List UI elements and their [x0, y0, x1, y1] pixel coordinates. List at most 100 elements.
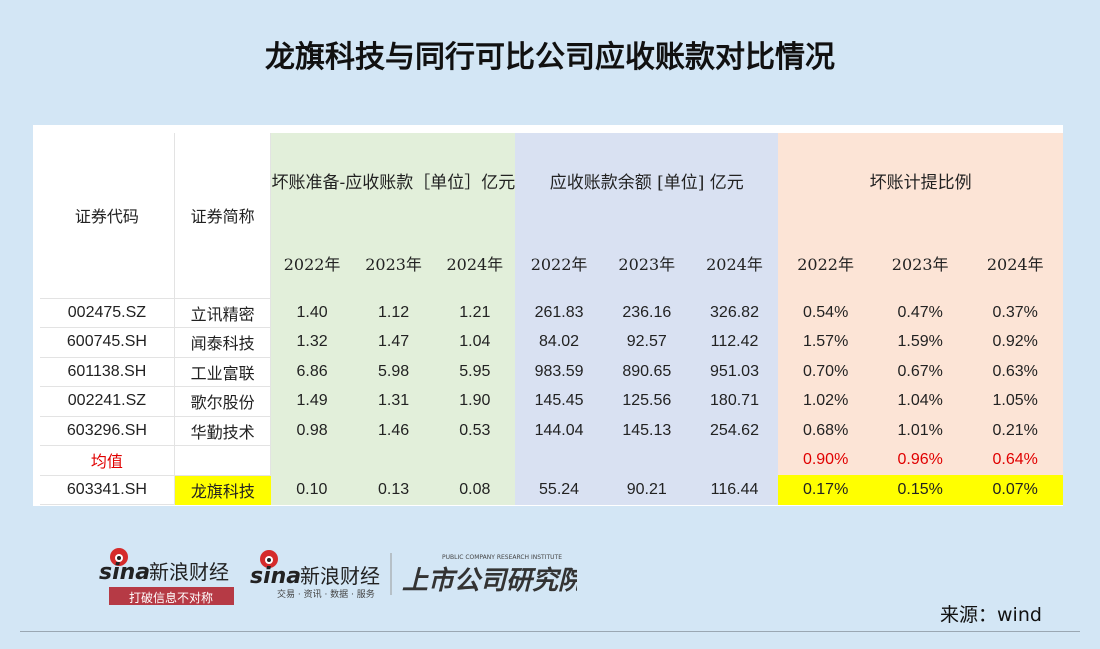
cell-code: 601138.SH	[40, 357, 175, 387]
cell-name: 闻泰科技	[174, 327, 272, 358]
mean-label: 均值	[40, 445, 175, 476]
cell-value: 326.82	[690, 298, 779, 328]
cell-value: 1.57%	[778, 327, 873, 357]
cell-value: 125.56	[602, 386, 691, 416]
cell-value: 6.86	[270, 357, 353, 387]
cell-value: 1.47	[352, 327, 435, 357]
cell-value: 1.01%	[872, 416, 968, 446]
sina-logo: sina 新浪财经 打破信息不对称 sina 新浪财经 交易 · 资讯 · 数据…	[99, 548, 588, 607]
svg-text:PUBLIC COMPANY RESEARCH INSTIT: PUBLIC COMPANY RESEARCH INSTITUTE	[442, 554, 562, 561]
year-header: 2024年	[967, 228, 1063, 298]
cell-code: 600745.SH	[40, 327, 175, 358]
cell-value: 145.13	[602, 416, 691, 446]
table-row: 002475.SZ 立讯精密 1.40 1.12 1.21 261.83 236.16 326…	[40, 298, 1063, 328]
cell-value: 1.04	[434, 327, 516, 357]
cell-empty	[270, 445, 353, 475]
cell-code: 002475.SZ	[40, 298, 175, 328]
svg-text:新浪财经: 新浪财经	[300, 564, 380, 588]
cell-value: 0.10	[270, 475, 353, 505]
cell-value: 90.21	[602, 475, 691, 505]
cell-value: 0.54%	[778, 298, 873, 328]
cell-empty	[434, 445, 516, 475]
cell-value: 145.45	[515, 386, 603, 416]
cell-value: 951.03	[690, 357, 779, 387]
header-receivables: 应收账款余额 [单位] 亿元	[515, 133, 779, 228]
cell-value: 0.13	[352, 475, 435, 505]
cell-code: 002241.SZ	[40, 386, 175, 417]
cell-empty	[690, 445, 779, 475]
cell-value: 983.59	[515, 357, 603, 387]
cell-value: 92.57	[602, 327, 691, 357]
source-note: 来源：wind	[940, 604, 1042, 626]
cell-value: 1.49	[270, 386, 353, 416]
header-code: 证券代码	[40, 133, 175, 299]
cell-name: 华勤技术	[174, 416, 272, 446]
cell-value: 1.05%	[967, 386, 1063, 416]
cell-value: 1.46	[352, 416, 435, 446]
year-header: 2022年	[270, 228, 353, 298]
cell-value: 1.02%	[778, 386, 873, 416]
svg-text:sina: sina	[99, 560, 150, 585]
cell-value: 0.67%	[872, 357, 968, 387]
cell-value: 0.15%	[872, 475, 968, 505]
cell-value: 254.62	[690, 416, 779, 446]
cell-value: 1.12	[352, 298, 435, 328]
cell-value: 0.92%	[967, 327, 1063, 357]
cell-value: 1.31	[352, 386, 435, 416]
cell-empty	[515, 445, 603, 475]
header-bad-debt: 坏账准备-应收账款［单位］亿元	[270, 133, 516, 228]
cell-value: 0.47%	[872, 298, 968, 328]
cell-name: 工业富联	[174, 357, 272, 387]
year-header: 2022年	[778, 228, 873, 298]
cell-empty	[174, 445, 272, 476]
year-header: 2023年	[872, 228, 968, 298]
cell-value: 0.07%	[967, 475, 1063, 505]
header-name: 证券简称	[174, 133, 272, 299]
cell-value: 261.83	[515, 298, 603, 328]
cell-value: 1.21	[434, 298, 516, 328]
cell-value: 5.98	[352, 357, 435, 387]
table-row: 601138.SH 工业富联 6.86 5.98 5.95 983.59 890.65 951…	[40, 357, 1063, 387]
year-header: 2024年	[434, 228, 516, 298]
comparison-table-panel: 证券代码 证券简称 坏账准备-应收账款［单位］亿元 应收账款余额 [单位] 亿元…	[33, 125, 1063, 506]
mean-value: 0.64%	[967, 445, 1063, 475]
cell-value: 0.17%	[778, 475, 873, 505]
table-row: 002241.SZ 歌尔股份 1.49 1.31 1.90 145.45 125.56 180…	[40, 386, 1063, 417]
logos: sina 新浪财经 打破信息不对称 sina 新浪财经 交易 · 资讯 · 数据…	[97, 545, 588, 609]
cell-name: 歌尔股份	[174, 386, 272, 417]
svg-text:上市公司研究院: 上市公司研究院	[402, 566, 577, 596]
cell-value: 0.63%	[967, 357, 1063, 387]
table-row: 603296.SH 华勤技术 0.98 1.46 0.53 144.04 145.13 254…	[40, 416, 1063, 446]
svg-text:新浪财经: 新浪财经	[149, 560, 229, 584]
header-ratio: 坏账计提比例	[778, 133, 1063, 228]
svg-text:sina: sina	[250, 564, 301, 589]
year-header: 2024年	[690, 228, 779, 298]
page-title: 龙旗科技与同行可比公司应收账款对比情况	[265, 40, 835, 75]
cell-value: 144.04	[515, 416, 603, 446]
svg-text:打破信息不对称: 打破信息不对称	[129, 590, 213, 605]
target-row: 603341.SH 龙旗科技 0.10 0.13 0.08 55.24 90.21 116.4…	[40, 475, 1063, 505]
cell-value: 0.68%	[778, 416, 873, 446]
mean-value: 0.90%	[778, 445, 873, 475]
cell-value: 236.16	[602, 298, 691, 328]
mean-value: 0.96%	[872, 445, 968, 475]
cell-value: 1.40	[270, 298, 353, 328]
cell-value: 0.08	[434, 475, 516, 505]
mean-row: 均值 0.90% 0.96% 0.64%	[40, 445, 1063, 476]
cell-value: 0.21%	[967, 416, 1063, 446]
cell-value: 55.24	[515, 475, 603, 505]
cell-name: 龙旗科技	[174, 475, 271, 505]
cell-value: 0.37%	[967, 298, 1063, 328]
cell-value: 5.95	[434, 357, 516, 387]
cell-value: 1.04%	[872, 386, 968, 416]
cell-value: 0.70%	[778, 357, 873, 387]
year-header: 2023年	[352, 228, 435, 298]
cell-name: 立讯精密	[174, 298, 272, 328]
svg-text:交易 · 资讯 · 数据 · 服务: 交易 · 资讯 · 数据 · 服务	[277, 588, 375, 600]
cell-code: 603341.SH	[40, 475, 175, 505]
cell-empty	[352, 445, 435, 475]
cell-value: 1.32	[270, 327, 353, 357]
cell-value: 180.71	[690, 386, 779, 416]
cell-value: 1.59%	[872, 327, 968, 357]
divider	[20, 631, 1080, 632]
